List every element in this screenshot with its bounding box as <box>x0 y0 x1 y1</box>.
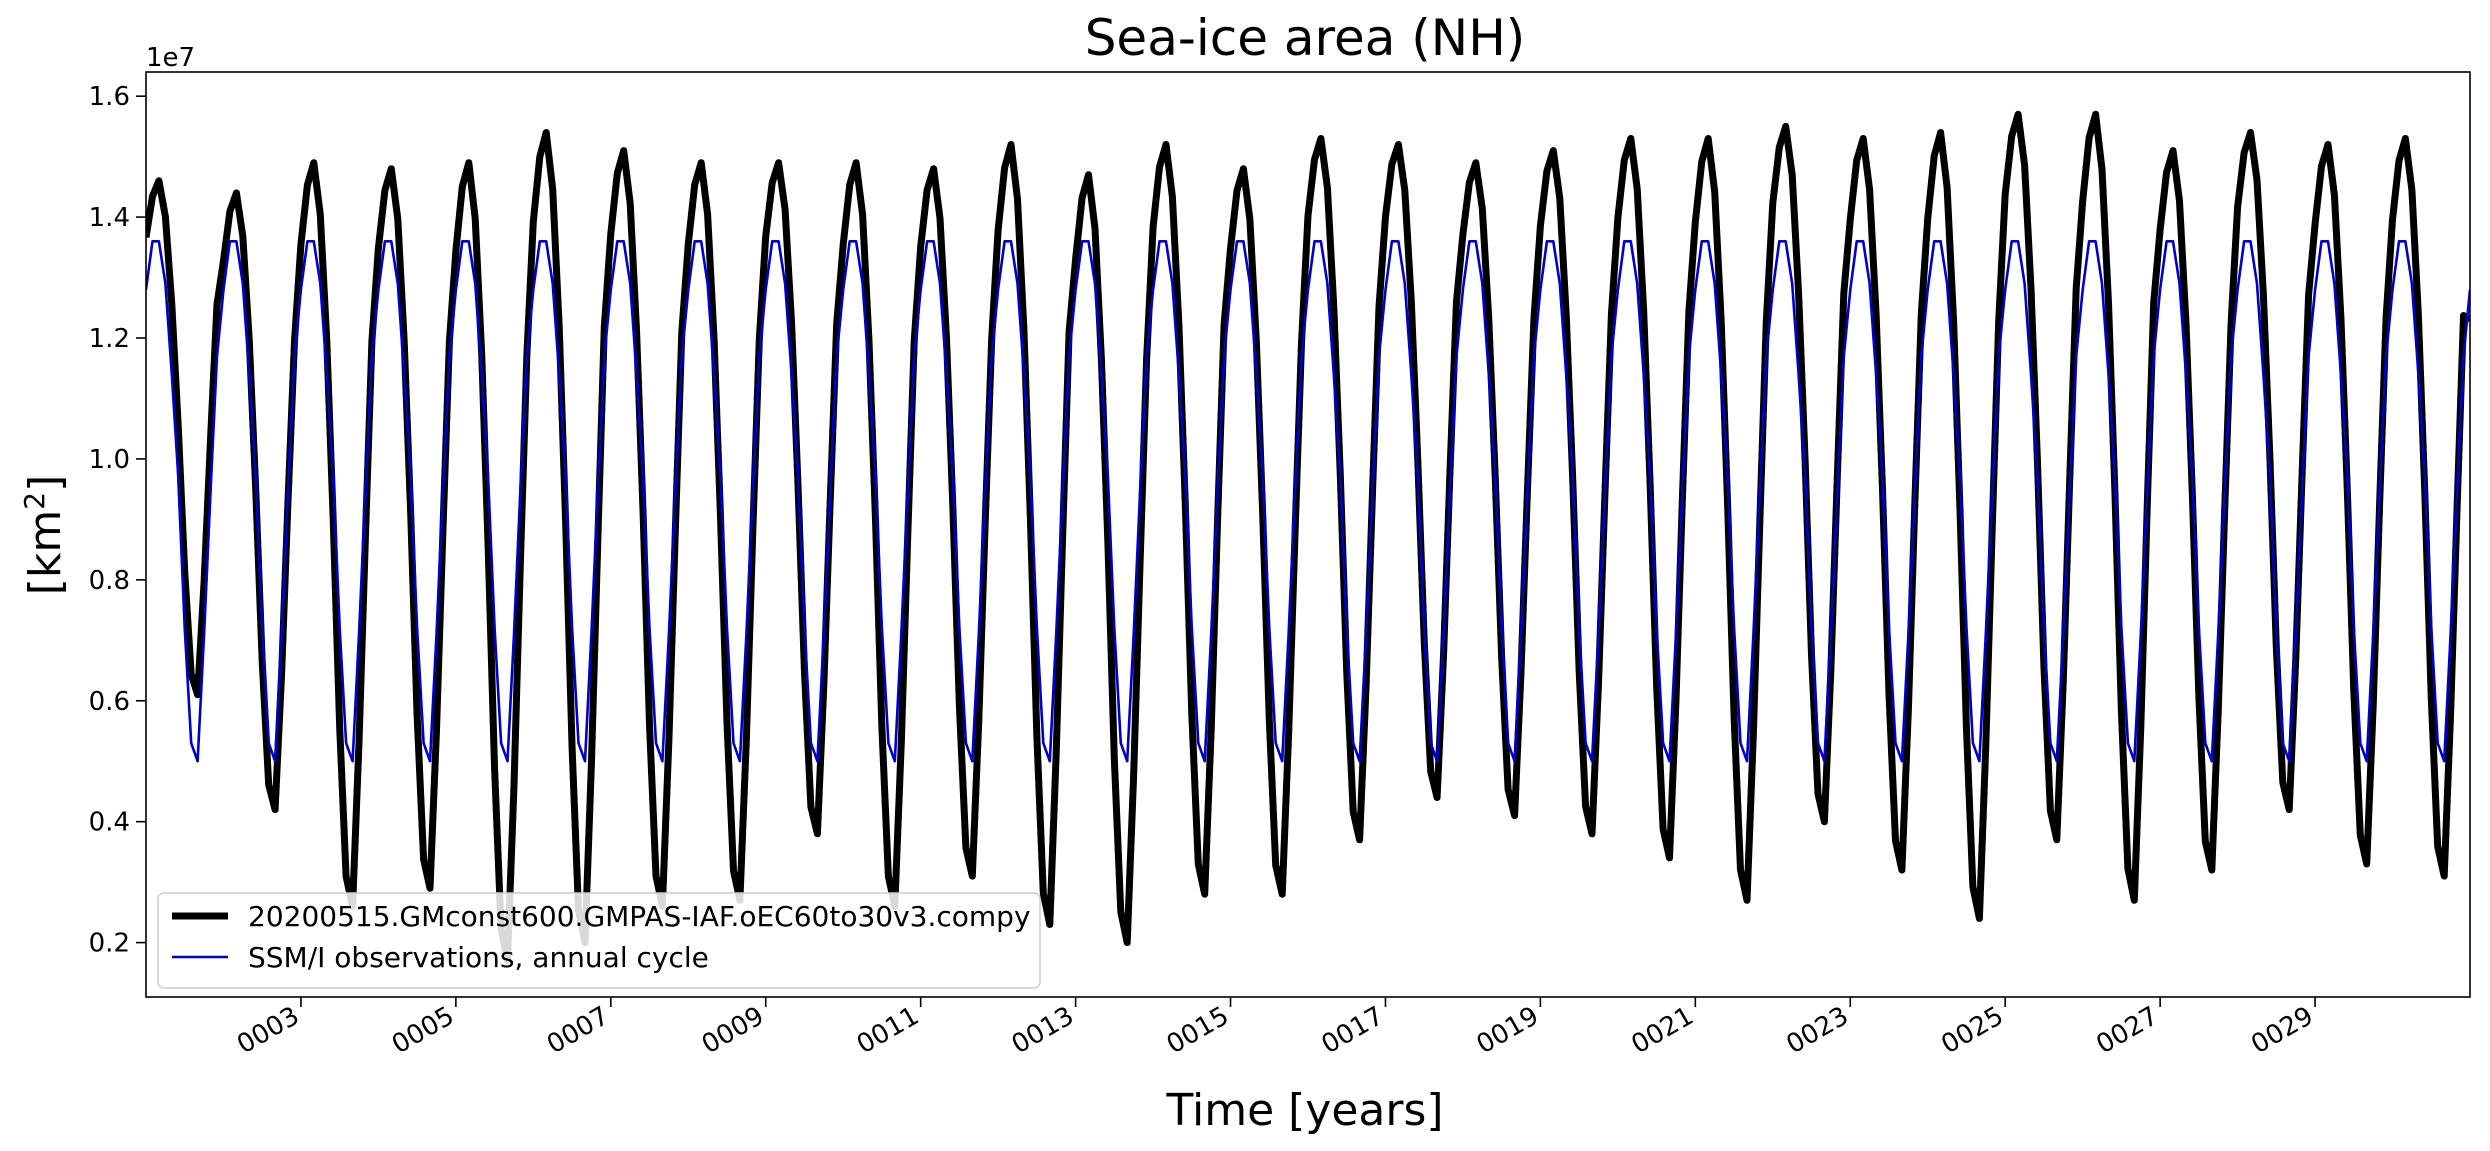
x-tick-label: 0013 <box>1007 1001 1079 1060</box>
plot-frame <box>145 71 2471 998</box>
x-tick-label: 0015 <box>1162 1001 1234 1060</box>
x-axis-label: Time [years] <box>1165 1085 1443 1136</box>
y-axis-label: [km2] <box>18 475 71 596</box>
series-line-ssmi-observations <box>146 240 2470 763</box>
x-tick-label: 0017 <box>1317 1001 1389 1060</box>
legend-box <box>157 892 1041 989</box>
y-tick-label: 0.2 <box>89 929 130 959</box>
x-tick-label: 0023 <box>1781 1001 1853 1060</box>
y-tick-label: 1.6 <box>89 82 130 112</box>
legend-label-model: 20200515.GMconst600.GMPAS-IAF.oEC60to30v… <box>248 900 1031 933</box>
legend-label-observations: SSM/I observations, annual cycle <box>248 941 709 974</box>
x-tick-label: 0025 <box>1936 1001 2008 1060</box>
x-tick-label: 0011 <box>852 1001 924 1060</box>
x-tick-label: 0005 <box>387 1001 459 1060</box>
series-line-model <box>146 110 2470 965</box>
x-tick-label: 0021 <box>1627 1001 1699 1060</box>
x-tick-label: 0027 <box>2091 1001 2163 1060</box>
chart-title: Sea-ice area (NH) <box>1085 9 1526 67</box>
y-tick-label: 0.4 <box>89 808 130 838</box>
y-tick-label: 1.4 <box>89 203 130 233</box>
y-axis-ticks: 0.2 0.4 0.6 0.8 1.0 1.2 1.4 1.6 <box>89 82 146 959</box>
x-tick-label: 0009 <box>697 1001 769 1060</box>
y-axis-offset-label: 1e7 <box>146 43 195 73</box>
x-tick-label: 0029 <box>2246 1001 2318 1060</box>
y-tick-label: 0.6 <box>89 687 130 717</box>
y-tick-label: 1.2 <box>89 324 130 354</box>
x-tick-label: 0019 <box>1472 1001 1544 1060</box>
legend: 20200515.GMconst600.GMPAS-IAF.oEC60to30v… <box>157 892 1041 989</box>
x-tick-label: 0003 <box>232 1001 304 1060</box>
y-tick-label: 0.8 <box>89 566 130 596</box>
y-tick-label: 1.0 <box>89 445 130 475</box>
x-tick-label: 0007 <box>542 1001 614 1060</box>
x-axis-ticks: 0003 0005 0007 0009 0011 0013 0015 0017 0019 0021… <box>232 997 2319 1060</box>
